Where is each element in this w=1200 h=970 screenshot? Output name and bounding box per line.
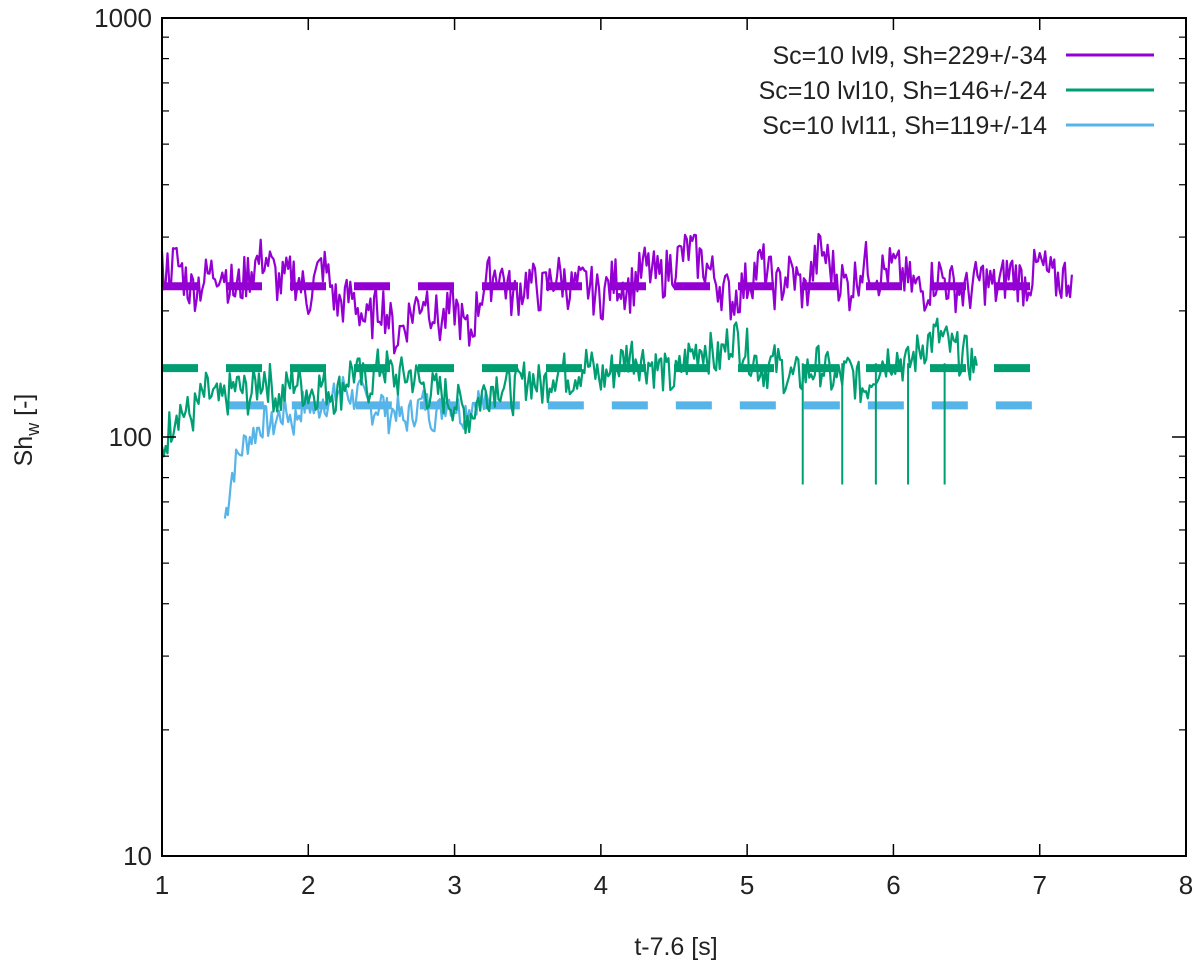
y-axis-title-sub: w — [23, 422, 43, 437]
legend-label: Sc=10 lvl11, Sh=119+/-14 — [762, 112, 1047, 140]
x-tick-label: 5 — [740, 870, 754, 900]
x-tick-label: 6 — [886, 870, 900, 900]
legend-label: Sc=10 lvl9, Sh=229+/-34 — [773, 42, 1048, 70]
x-tick-label: 3 — [447, 870, 461, 900]
series-line-10 — [160, 317, 978, 458]
x-tick-label: 7 — [1032, 870, 1046, 900]
y-tick-label: 10 — [123, 841, 152, 871]
y-axis-title: Shw [-] — [10, 394, 43, 467]
y-tick-label: 1000 — [94, 3, 152, 33]
plot-frame — [161, 17, 1187, 857]
data-series — [160, 232, 1073, 519]
x-axis-title: t-7.6 [s] — [634, 933, 717, 961]
legend: Sc=10 lvl9, Sh=229+/-34 Sc=10 lvl10, Sh=1… — [759, 42, 1154, 140]
y-axis-title-main: Sh — [10, 436, 38, 467]
x-tick-label: 1 — [155, 870, 169, 900]
x-tick-label: 8 — [1179, 870, 1193, 900]
series-line-11 — [223, 376, 491, 519]
x-tick-label: 2 — [301, 870, 315, 900]
series-line-9 — [160, 232, 1073, 355]
y-tick-label: 100 — [109, 422, 152, 452]
y-axis-title-unit: [-] — [10, 394, 38, 423]
x-tick-label: 4 — [594, 870, 608, 900]
ticks: 1 2 3 4 5 6 7 8 10 100 1000 — [94, 3, 1193, 900]
legend-label: Sc=10 lvl10, Sh=146+/-24 — [759, 77, 1047, 105]
